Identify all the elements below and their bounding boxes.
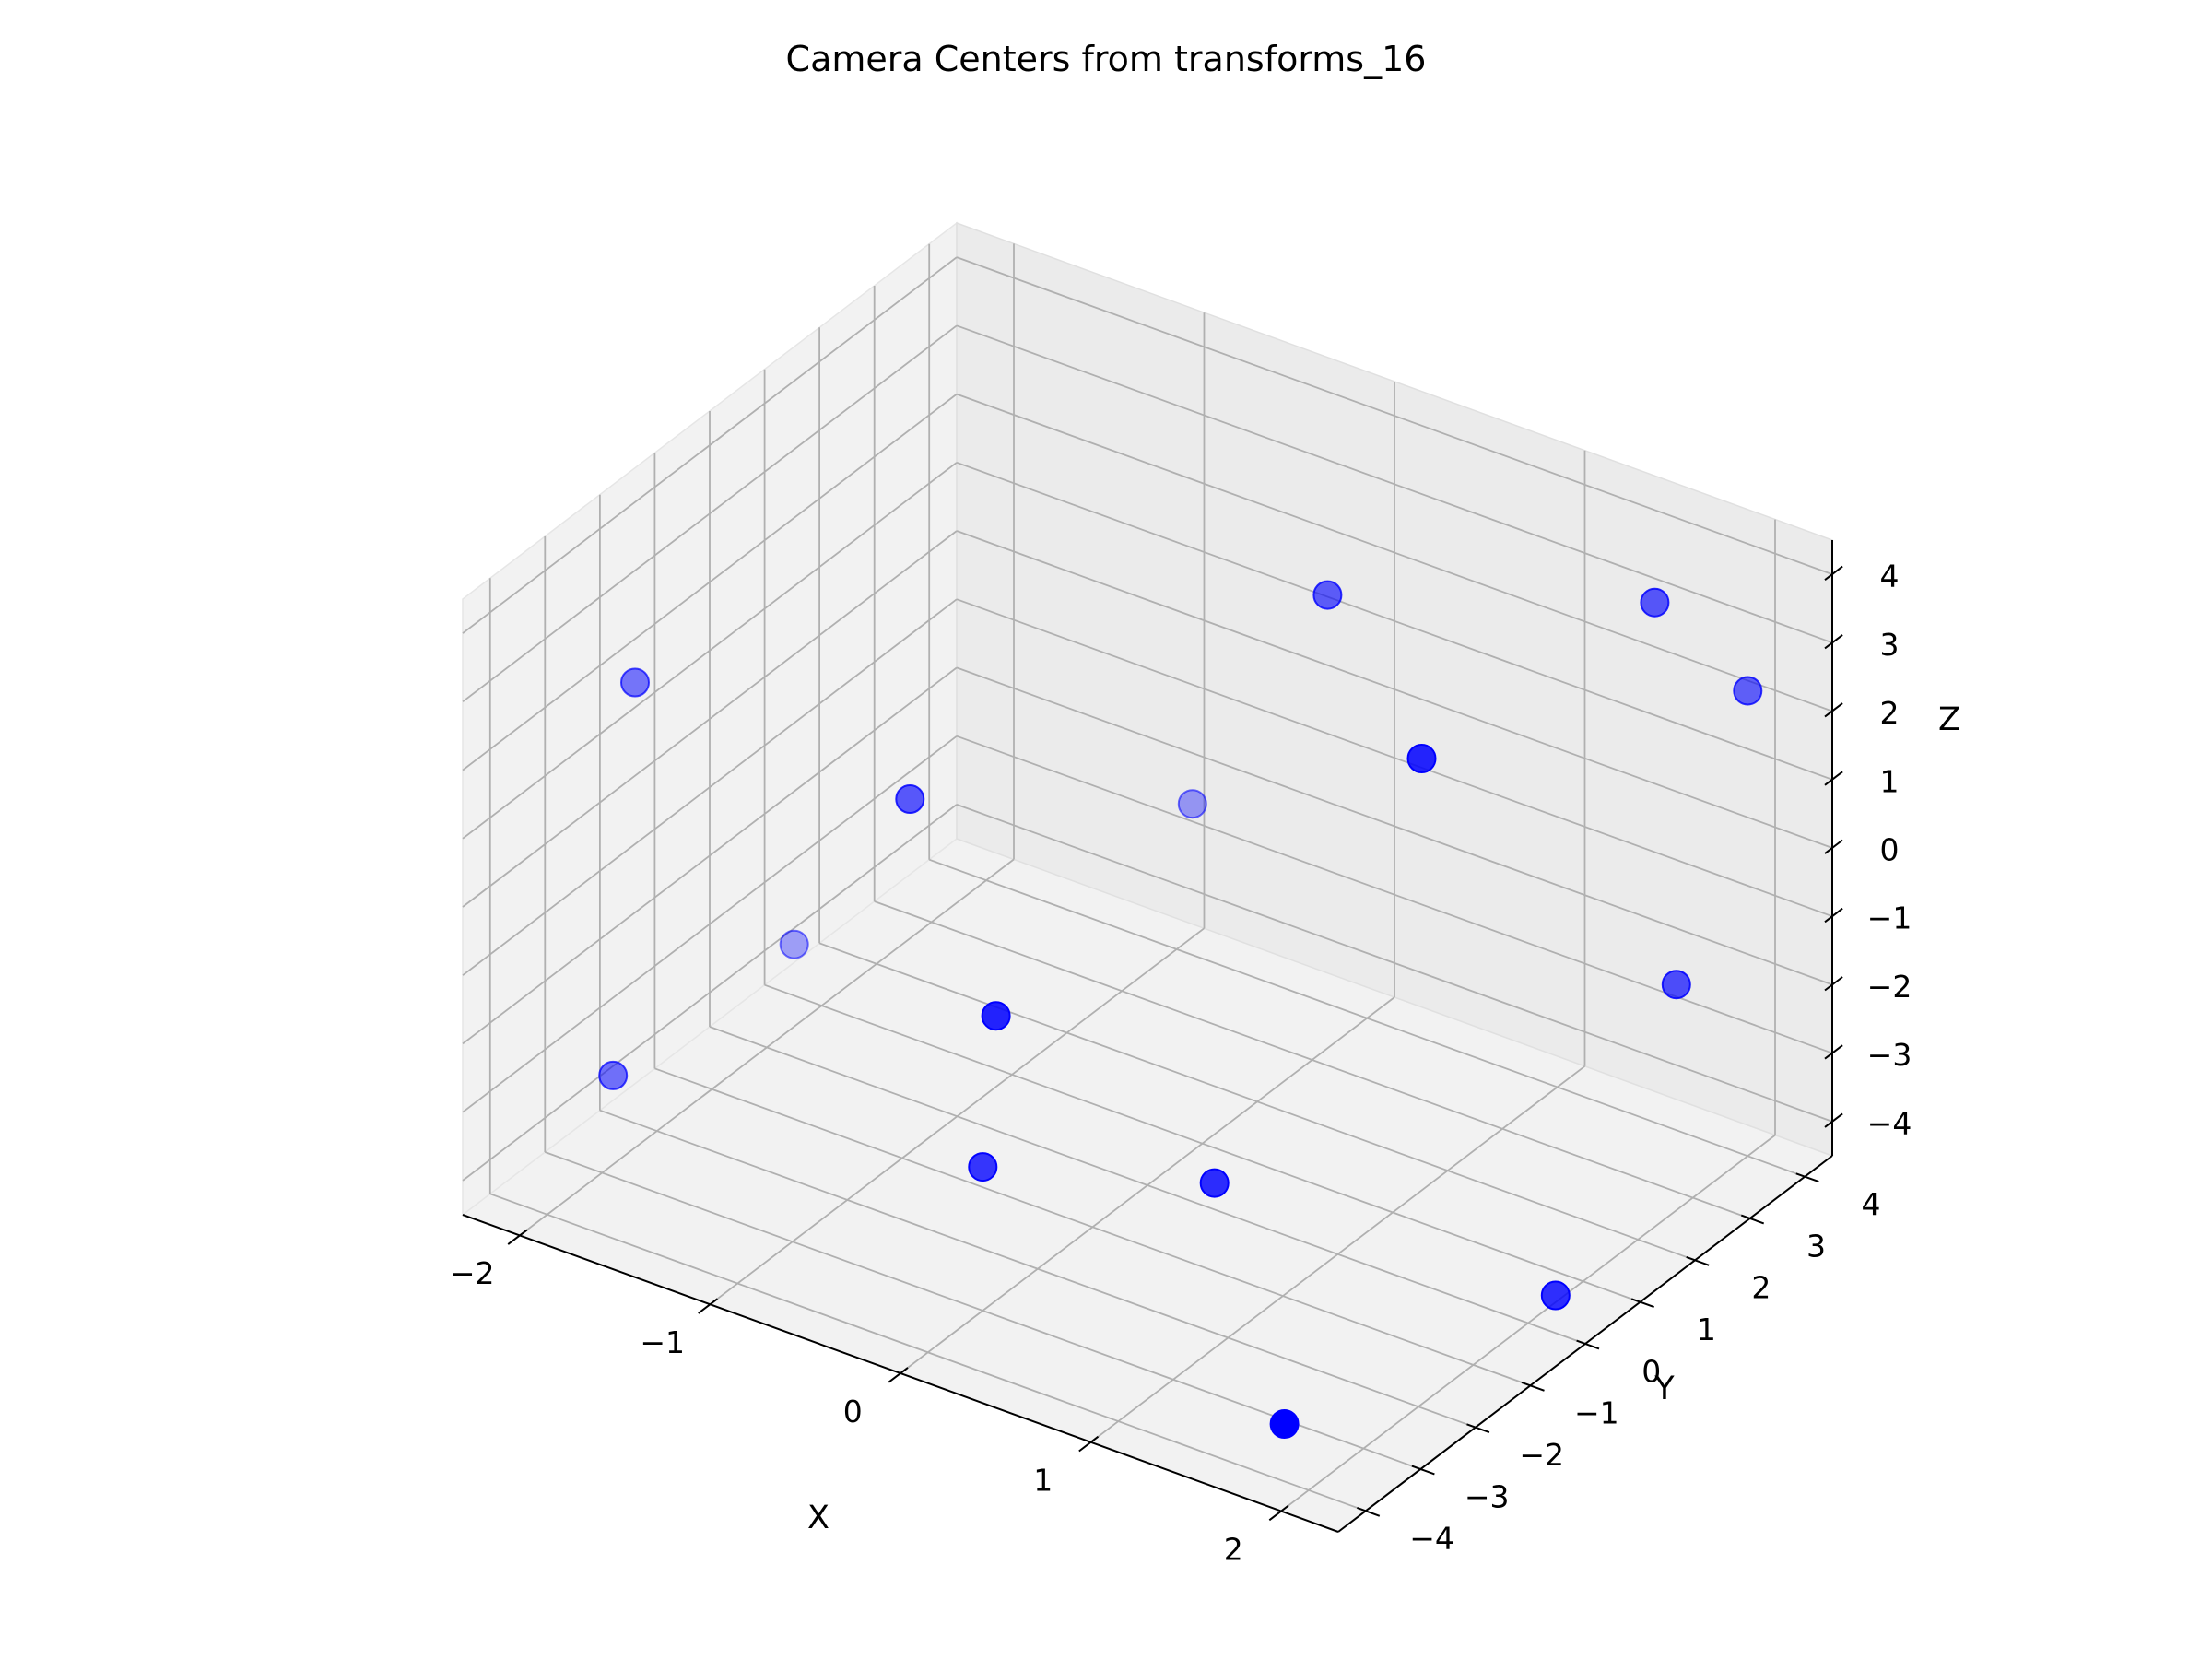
grid-line-y-floor [764,983,1641,1303]
data-point [968,1152,998,1182]
y-tick-mark [1411,1465,1435,1476]
data-points [598,580,1763,1439]
data-point [1312,580,1343,610]
z-tick-label: 3 [1880,627,1900,663]
x-tick-mark [1078,1435,1100,1453]
data-point [895,784,925,814]
data-point [1540,1280,1571,1311]
y-tick-mark [1466,1423,1490,1434]
grid-line-y-floor [489,1193,1367,1512]
data-point [620,667,650,698]
grid-line-z-left [462,530,958,908]
data-point [981,1001,1011,1031]
y-tick-label: 0 [1641,1353,1661,1389]
grid-line-y-floor [654,1067,1531,1387]
z-tick-mark [1824,839,1843,854]
grid-line-z-back [956,666,1833,986]
z-tick-mark [1824,907,1843,924]
y-tick-label: 2 [1751,1270,1771,1306]
grid-line-y-floor [928,858,1806,1178]
y-tick-mark [1630,1298,1654,1309]
data-point [1733,676,1763,706]
grid-line-z-left [462,324,958,703]
z-tick-label: 0 [1880,832,1900,868]
y-tick-label: −4 [1409,1521,1454,1557]
grid-line-z-back [956,804,1833,1123]
grid-line-z-left [462,598,958,976]
data-point [1269,1409,1300,1439]
grid-line-z-left [462,804,958,1182]
y-tick-mark [1357,1506,1381,1517]
y-tick-label: −3 [1465,1478,1510,1514]
x-tick-mark [1268,1504,1289,1522]
y-tick-label: 3 [1806,1228,1826,1264]
z-tick-label: −2 [1867,969,1912,1005]
x-axis-label: X [807,1500,830,1536]
z-tick-mark [1824,771,1843,786]
y-tick-mark [1795,1172,1819,1183]
grid-lines [462,243,1833,1512]
x-tick-label: 1 [1033,1463,1053,1499]
x-tick-mark [888,1367,909,1383]
y-axis-label: Y [1653,1371,1675,1407]
y-tick-mark [1521,1381,1545,1392]
z-tick-label: −4 [1867,1105,1912,1141]
x-tick-label: −2 [450,1255,495,1291]
grid-line-y-floor [874,900,1751,1219]
data-point [1177,789,1207,819]
z-tick-mark [1824,565,1843,581]
y-tick-mark [1686,1255,1710,1266]
grid-line-y-floor [709,1026,1586,1345]
grid-line-z-left [462,666,958,1045]
z-tick-label: 4 [1880,559,1900,594]
grid-line-y-floor [599,1109,1477,1429]
data-point [1199,1168,1230,1198]
y-tick-mark [1740,1214,1765,1225]
grid-line-z-back [956,735,1833,1054]
grid-line-z-left [462,256,958,634]
z-tick-mark [1824,976,1843,992]
z-tick-label: −1 [1867,900,1912,936]
x-tick-mark [507,1229,528,1245]
x-tick-label: −1 [640,1324,685,1360]
grid-line-z-back [956,256,1833,575]
x-tick-mark [698,1298,719,1314]
z-tick-label: 1 [1880,763,1900,799]
z-tick-label: 2 [1880,695,1900,731]
y-tick-label: −2 [1519,1437,1564,1473]
grid-line-z-back [956,598,1833,918]
data-point [1640,587,1670,618]
data-point [1661,970,1691,1000]
chart-title: Camera Centers from transforms_16 [786,39,1427,79]
data-point [1406,744,1437,773]
z-tick-mark [1824,702,1843,718]
grid-line-z-left [462,393,958,771]
z-tick-mark [1824,634,1843,650]
grid-line-z-back [956,393,1833,712]
y-tick-label: 1 [1697,1312,1716,1347]
grid-line-z-back [956,530,1833,849]
z-tick-label: −3 [1867,1037,1912,1073]
grid-line-z-left [462,735,958,1113]
grid-line-y-floor [818,942,1696,1262]
z-tick-mark [1824,1044,1843,1060]
grid-line-z-back [956,461,1833,781]
x-tick-label: 0 [843,1394,863,1430]
x-tick-label: 2 [1224,1531,1243,1567]
z-tick-mark [1824,1112,1843,1128]
y-tick-label: 4 [1862,1186,1881,1222]
grid-line-z-left [462,462,958,840]
data-point [598,1060,629,1090]
data-point [779,929,809,959]
y-tick-label: −1 [1574,1395,1619,1431]
z-axis-label: Z [1938,701,1960,738]
y-tick-mark [1576,1339,1600,1350]
grid-line-z-back [956,324,1833,644]
